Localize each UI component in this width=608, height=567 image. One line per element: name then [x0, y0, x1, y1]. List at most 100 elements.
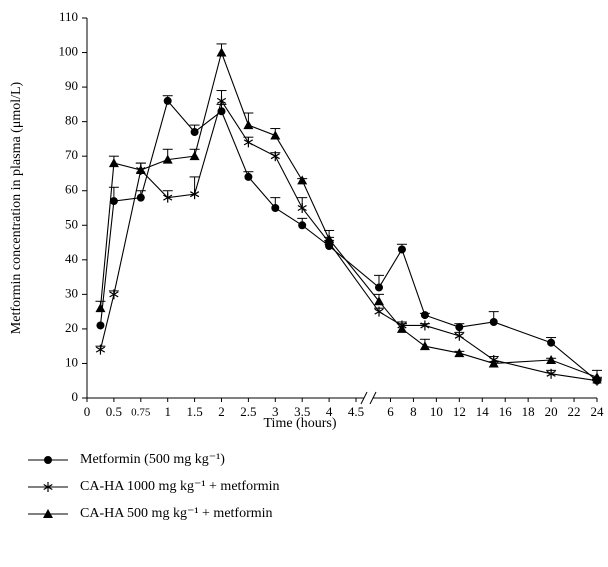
x-tick-label: 2: [218, 404, 225, 419]
marker: [163, 192, 173, 203]
marker: [454, 348, 465, 358]
marker: [136, 193, 145, 202]
legend-label: Metformin (500 mg kg⁻¹): [80, 452, 225, 467]
series-line: [99, 50, 598, 378]
marker-shape: [243, 139, 254, 146]
marker: [216, 95, 227, 106]
marker-shape: [136, 193, 145, 202]
marker: [216, 47, 227, 57]
x-tick-label: 8: [410, 404, 417, 419]
x-tick-label: 20: [545, 404, 558, 419]
marker: [397, 245, 406, 254]
marker-shape: [397, 245, 406, 254]
marker-shape: [297, 175, 308, 185]
y-tick-label: 100: [59, 44, 79, 59]
series-line: [99, 99, 598, 382]
x-tick-label: 1: [164, 404, 171, 419]
marker: [96, 321, 105, 330]
marker-shape: [420, 311, 429, 320]
marker-shape: [546, 370, 556, 377]
marker-shape: [108, 158, 119, 168]
marker-shape: [163, 96, 172, 105]
marker-shape: [375, 283, 383, 292]
marker-shape: [298, 221, 307, 230]
marker: [243, 120, 254, 130]
marker: [297, 203, 307, 213]
marker-shape: [454, 332, 464, 339]
marker: [271, 204, 280, 212]
marker-shape: [135, 165, 146, 174]
y-tick-label: 90: [65, 78, 78, 93]
x-tick-label: 2.5: [240, 404, 256, 419]
marker: [109, 289, 119, 300]
marker-shape: [163, 194, 173, 201]
marker: [547, 338, 556, 347]
y-tick-label: 10: [65, 354, 78, 369]
marker-shape: [455, 323, 464, 332]
marker-shape: [396, 323, 407, 333]
y-tick-label: 80: [65, 113, 78, 128]
marker: [108, 158, 119, 168]
marker: [189, 189, 200, 200]
marker: [419, 341, 430, 351]
marker-shape: [547, 338, 556, 347]
marker-shape: [109, 291, 119, 298]
x-tick-label: 3.5: [294, 404, 310, 419]
y-tick-label: 70: [65, 147, 78, 162]
marker-shape: [44, 456, 52, 464]
x-tick-label: 22: [568, 404, 581, 419]
marker-shape: [189, 151, 200, 161]
marker-shape: [162, 154, 173, 164]
marker: [162, 154, 173, 164]
marker-shape: [243, 120, 254, 130]
marker: [489, 318, 498, 326]
x-tick-label: 4.5: [348, 404, 364, 419]
marker-shape: [546, 355, 557, 364]
legend-label: CA-HA 1000 mg kg⁻¹ + metformin: [80, 479, 280, 494]
marker-shape: [216, 47, 227, 57]
x-tick-label: 18: [522, 404, 535, 419]
marker-shape: [488, 358, 499, 368]
marker-shape: [189, 191, 200, 198]
marker: [43, 509, 53, 518]
marker: [298, 221, 307, 230]
marker-shape: [95, 346, 106, 353]
axis-break: [360, 391, 368, 405]
marker: [109, 197, 118, 206]
marker: [454, 330, 464, 341]
axis-break: [369, 391, 377, 405]
marker-shape: [96, 321, 105, 330]
marker-shape: [43, 509, 53, 518]
y-tick-label: 50: [65, 216, 78, 231]
x-tick-label: 4: [326, 404, 333, 419]
x-tick-label: 12: [453, 404, 466, 419]
x-axis-label: Time (hours): [264, 416, 337, 431]
y-tick-label: 110: [59, 9, 78, 24]
marker: [375, 283, 383, 292]
x-tick-label: 10: [430, 404, 443, 419]
marker-shape: [420, 322, 430, 329]
x-tick-label: 6: [387, 404, 394, 419]
y-axis-label: Metformin concentration in plasma (μmol/…: [9, 81, 24, 334]
marker: [546, 368, 556, 379]
x-tick-label: 14: [476, 404, 490, 419]
marker: [190, 128, 199, 136]
marker: [324, 234, 335, 244]
marker: [244, 172, 253, 181]
marker-shape: [374, 296, 384, 306]
series-line: [99, 99, 598, 382]
x-tick-label: 0: [84, 404, 91, 419]
marker: [95, 344, 106, 355]
legend-label: CA-HA 500 mg kg⁻¹ + metformin: [80, 506, 273, 521]
marker-shape: [454, 348, 465, 358]
marker-shape: [190, 128, 199, 136]
marker-shape: [95, 303, 106, 313]
marker-shape: [270, 153, 280, 160]
marker: [297, 175, 308, 185]
marker: [44, 456, 52, 464]
marker: [396, 323, 407, 333]
marker: [95, 303, 106, 313]
marker: [135, 165, 146, 174]
x-tick-label: 24: [591, 404, 605, 419]
